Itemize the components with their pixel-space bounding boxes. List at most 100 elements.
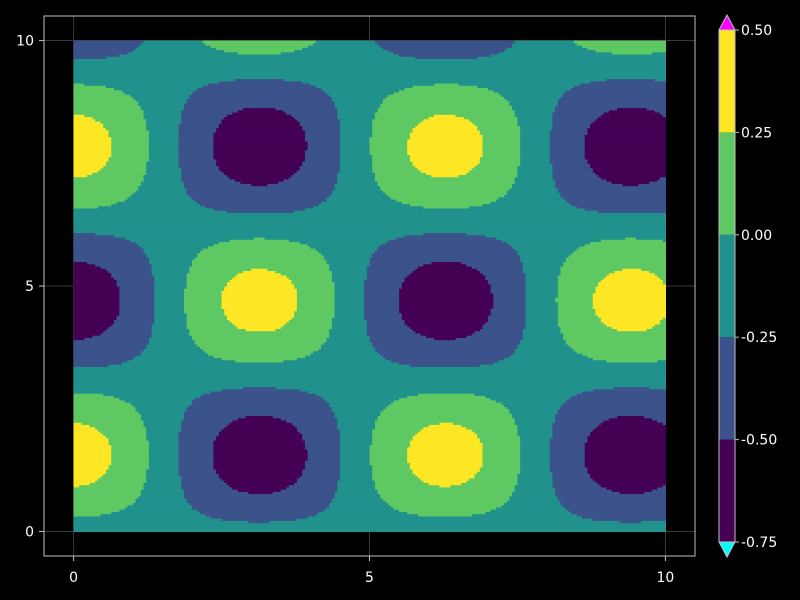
contour-band-cell: [525, 315, 559, 318]
contour-band-cell: [364, 299, 400, 303]
contour-band-cell: [565, 506, 667, 510]
contour-band-cell: [111, 444, 150, 448]
contour-band-cell: [127, 504, 193, 508]
contour-band-cell: [393, 91, 500, 95]
contour-band-cell: [646, 328, 667, 332]
contour-band-cell: [181, 118, 223, 122]
contour-band-cell: [213, 140, 309, 144]
contour-band-cell: [73, 248, 145, 251]
contour-band-cell: [148, 132, 180, 135]
contour-band-cell: [151, 323, 188, 327]
contour-band-cell: [649, 181, 667, 184]
contour-band-cell: [73, 524, 667, 528]
contour-band-cell: [399, 294, 494, 298]
contour-band-cell: [600, 114, 664, 118]
contour-band-cell: [73, 393, 104, 396]
contour-band-cell: [495, 506, 567, 510]
contour-band-cell: [178, 435, 217, 439]
contour-band-cell: [520, 471, 554, 475]
contour-band-cell: [595, 480, 667, 483]
contour-band-cell: [565, 399, 667, 403]
contour-band-cell: [385, 500, 508, 504]
contour-band-cell: [304, 439, 341, 443]
contour-band-cell: [183, 297, 223, 300]
contour-band-cell: [213, 152, 306, 155]
contour-band-cell: [479, 364, 667, 367]
contour-band-cell: [525, 281, 559, 285]
contour-band-cell: [111, 138, 150, 142]
contour-band-cell: [73, 497, 137, 501]
contour-band-cell: [662, 239, 667, 242]
contour-band-cell: [372, 167, 419, 171]
contour-band-cell: [130, 194, 190, 198]
contour-band-cell: [557, 303, 594, 307]
contour-band-cell: [568, 344, 667, 347]
contour-band-cell: [73, 227, 667, 231]
contour-band-cell: [73, 62, 667, 66]
contour-band-cell: [590, 433, 667, 437]
contour-band-cell: [178, 138, 215, 142]
contour-band-cell: [490, 397, 570, 401]
colorbar-tick-label: -0.50: [741, 433, 777, 449]
contour-band-cell: [229, 279, 293, 283]
contour-band-cell: [237, 417, 282, 421]
contour-band-cell: [181, 484, 231, 488]
contour-band-cell: [555, 297, 594, 300]
contour-band-cell: [103, 125, 147, 129]
contour-band-cell: [218, 123, 301, 126]
contour-band-cell: [183, 288, 225, 292]
contour-band-cell: [399, 297, 494, 300]
contour-band-cell: [369, 145, 408, 149]
contour-band-cell: [186, 315, 228, 318]
contour-band-cell: [409, 326, 484, 329]
contour-band-cell: [372, 161, 414, 164]
contour-band-cell: [501, 402, 564, 405]
contour-band-cell: [189, 268, 252, 271]
contour-band-cell: [520, 448, 551, 452]
contour-band-cell: [549, 136, 586, 140]
contour-band-cell: [417, 265, 473, 269]
contour-band-cell: [191, 259, 328, 263]
contour-band-cell: [154, 279, 188, 283]
contour-band-cell: [307, 147, 341, 151]
contour-band-cell: [73, 337, 85, 341]
contour-band-cell: [563, 196, 667, 200]
contour-band-cell: [151, 328, 190, 332]
colorbar-tick-label: 0.25: [741, 125, 772, 141]
contour-band-cell: [73, 42, 142, 46]
contour-band-cell: [339, 437, 373, 441]
contour-band-cell: [490, 286, 527, 289]
contour-band-cell: [334, 306, 365, 309]
contour-band-cell: [495, 399, 567, 403]
contour-band-cell: [73, 377, 667, 381]
contour-band-cell: [506, 98, 559, 102]
contour-band-cell: [420, 120, 473, 124]
contour-band-cell: [482, 460, 521, 463]
contour-band-cell: [73, 103, 139, 106]
contour-band-cell: [592, 477, 667, 481]
contour-band-cell: [560, 192, 667, 196]
contour-band-cell: [331, 279, 365, 283]
contour-band-cell: [603, 277, 661, 280]
contour-band-cell: [108, 158, 150, 162]
contour-band-cell: [482, 203, 572, 207]
contour-band-cell: [73, 317, 118, 321]
contour-band-cell: [183, 107, 244, 111]
contour-band-cell: [595, 288, 667, 292]
contour-band-cell: [138, 187, 188, 191]
contour-band-cell: [304, 149, 341, 153]
contour-band-cell: [409, 134, 484, 138]
contour-band-cell: [275, 386, 615, 390]
contour-band-cell: [490, 283, 527, 287]
contour-band-cell: [616, 107, 648, 111]
contour-band-cell: [138, 410, 185, 414]
contour-band-cell: [482, 143, 521, 147]
contour-band-cell: [549, 460, 586, 463]
contour-band-cell: [331, 272, 368, 276]
contour-band-cell: [143, 424, 182, 428]
colorbar-bands: [719, 30, 735, 542]
contour-band-cell: [474, 475, 519, 479]
contour-band-cell: [606, 78, 656, 82]
contour-band-cell: [592, 428, 667, 432]
contour-band-cell: [280, 272, 333, 276]
